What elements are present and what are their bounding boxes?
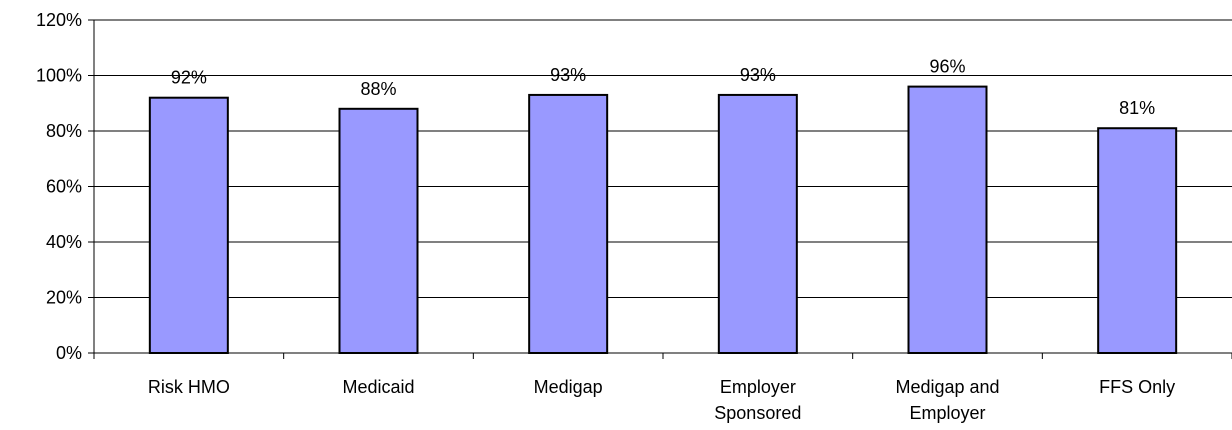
category-label: Medigap and: [895, 377, 999, 397]
gridlines: [94, 19, 1232, 298]
y-tick-label: 40%: [46, 232, 82, 252]
bar: [338, 107, 419, 354]
data-label: 93%: [550, 65, 586, 85]
axes: [88, 19, 1232, 359]
y-tick-label: 20%: [46, 288, 82, 308]
data-label: 92%: [171, 68, 207, 88]
y-tick-label: 100%: [36, 66, 82, 86]
category-label: FFS Only: [1099, 377, 1175, 397]
y-tick-label: 80%: [46, 121, 82, 141]
bar: [148, 96, 229, 354]
data-label: 81%: [1119, 98, 1155, 118]
bar: [907, 85, 988, 354]
labels: 0% 20% 40% 60% 80% 100% 120% 92% Risk HMO 88% Medi…: [36, 10, 1175, 423]
category-label: Medicaid: [342, 377, 414, 397]
y-tick-label: 60%: [46, 177, 82, 197]
data-label: 96%: [929, 57, 965, 77]
category-label: Employer: [720, 377, 796, 397]
category-label: Medigap: [534, 377, 603, 397]
y-tick-label: 120%: [36, 10, 82, 30]
category-label: Sponsored: [714, 403, 801, 423]
category-label: Employer: [909, 403, 985, 423]
bar: [717, 93, 798, 355]
bar: [1097, 127, 1178, 354]
data-label: 88%: [360, 79, 396, 99]
data-label: 93%: [740, 65, 776, 85]
bar: [528, 93, 609, 355]
category-label: Risk HMO: [148, 377, 230, 397]
bars: [148, 85, 1178, 355]
y-tick-label: 0%: [56, 343, 82, 363]
